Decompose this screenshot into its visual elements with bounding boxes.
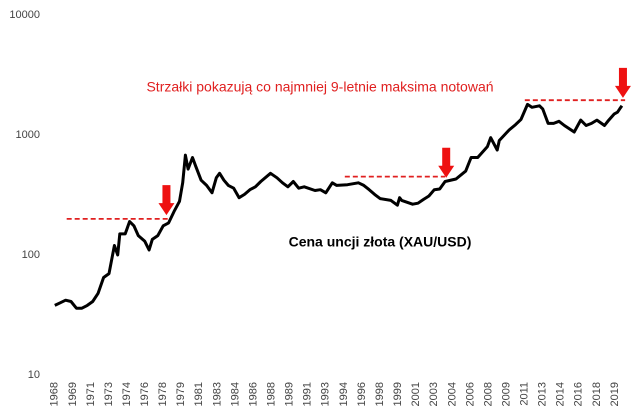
y-tick-label: 10 bbox=[28, 369, 40, 381]
x-tick-label: 2013 bbox=[537, 382, 549, 406]
x-tick-label: 2004 bbox=[446, 382, 458, 406]
y-tick-label: 1000 bbox=[16, 129, 40, 141]
arrow bbox=[158, 185, 175, 216]
x-tick-label: 1993 bbox=[320, 382, 332, 406]
x-tick-label: 1971 bbox=[85, 382, 97, 406]
x-tick-label: 1988 bbox=[266, 382, 278, 406]
annotation: Strzałki pokazują co najmniej 9-letnie m… bbox=[146, 79, 493, 95]
x-tick-label: 2008 bbox=[482, 382, 494, 406]
x-tick-label: 2016 bbox=[573, 382, 585, 406]
x-tick-label: 1986 bbox=[247, 382, 259, 406]
price-line bbox=[54, 102, 624, 310]
x-tick-label: 1984 bbox=[229, 382, 241, 406]
x-tick-label: 1976 bbox=[139, 382, 151, 406]
x-tick-label: 1998 bbox=[374, 382, 386, 406]
x-tick-label: 2009 bbox=[501, 382, 513, 406]
y-tick-label: 10000 bbox=[9, 9, 40, 21]
x-tick-label: 1969 bbox=[67, 382, 79, 406]
arrow bbox=[438, 147, 455, 178]
x-tick-label: 1996 bbox=[356, 382, 368, 406]
x-tick-label: 2018 bbox=[591, 382, 603, 406]
x-tick-label: 1999 bbox=[392, 382, 404, 406]
x-tick-label: 1989 bbox=[284, 382, 296, 406]
arrow bbox=[614, 67, 631, 98]
x-tick-label: 1978 bbox=[157, 382, 169, 406]
x-tick-label: 2011 bbox=[519, 382, 531, 406]
x-tick-label: 1973 bbox=[103, 382, 115, 406]
x-tick-label: 1979 bbox=[175, 382, 187, 406]
x-tick-label: 1968 bbox=[49, 382, 61, 406]
x-tick-label: 2006 bbox=[464, 382, 476, 406]
x-tick-label: 2001 bbox=[410, 382, 422, 406]
y-tick-label: 100 bbox=[22, 249, 40, 261]
x-tick-label: 2003 bbox=[428, 382, 440, 406]
x-tick-label: 1974 bbox=[121, 382, 133, 406]
x-tick-label: 1991 bbox=[302, 382, 314, 406]
x-tick-label: 2019 bbox=[609, 382, 621, 406]
caption: Cena uncji złota (XAU/USD) bbox=[289, 234, 472, 250]
x-tick-label: 1983 bbox=[211, 382, 223, 406]
x-tick-label: 1981 bbox=[193, 382, 205, 406]
x-tick-label: 1994 bbox=[338, 382, 350, 406]
x-tick-label: 2014 bbox=[555, 382, 567, 406]
